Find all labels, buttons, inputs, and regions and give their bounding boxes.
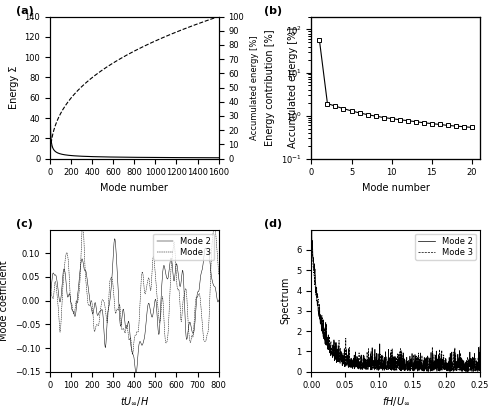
Mode 3 — [205, 330, 211, 335]
Line: Mode 2: Mode 2 — [312, 230, 480, 372]
Mode 2 — [308, 232, 314, 237]
Mode 3 — [416, 364, 422, 369]
Mode 2 — [47, 297, 53, 302]
Mode 3 — [77, 274, 83, 279]
Y-axis label: Energy Σ: Energy Σ — [9, 66, 19, 109]
Y-axis label: Energy contribution [%]: Energy contribution [%] — [266, 29, 276, 146]
Mode 2 — [50, 271, 56, 275]
Mode 2 — [216, 298, 222, 303]
Mode 3 — [308, 243, 314, 248]
Mode 2 — [477, 344, 483, 349]
Mode 3 — [406, 368, 412, 373]
Legend: Mode 2, Mode 3: Mode 2, Mode 3 — [154, 234, 214, 260]
Mode 2 — [406, 367, 412, 372]
Mode 2 — [462, 369, 468, 374]
Mode 3 — [410, 365, 416, 370]
Text: (a): (a) — [16, 6, 34, 16]
Y-axis label: Mode coefficient: Mode coefficient — [0, 260, 10, 341]
Line: Mode 3: Mode 3 — [50, 225, 218, 354]
Mode 2 — [436, 360, 442, 365]
Mode 2 — [205, 249, 211, 254]
Mode 2 — [454, 362, 460, 367]
Mode 3 — [80, 222, 86, 227]
Mode 3 — [318, 314, 324, 319]
Mode 2 — [134, 371, 140, 376]
Y-axis label: Accumulated energy [%]: Accumulated energy [%] — [250, 35, 258, 140]
Mode 2 — [164, 274, 170, 279]
Y-axis label: Spectrum: Spectrum — [280, 277, 290, 324]
Mode 3 — [216, 273, 222, 278]
Mode 3 — [124, 323, 130, 328]
Y-axis label: Accumulated energy [%]: Accumulated energy [%] — [288, 27, 298, 148]
Text: (b): (b) — [264, 6, 282, 16]
X-axis label: $tU_\infty/H$: $tU_\infty/H$ — [120, 396, 149, 408]
Mode 3 — [454, 368, 460, 373]
Mode 2 — [309, 227, 315, 232]
Mode 2 — [411, 361, 417, 366]
Mode 2 — [133, 373, 139, 378]
Mode 2 — [416, 368, 422, 373]
Mode 3 — [164, 340, 170, 345]
Line: Mode 3: Mode 3 — [312, 245, 480, 371]
Mode 2 — [319, 318, 325, 323]
Mode 3 — [477, 368, 483, 373]
Mode 2 — [77, 266, 83, 271]
Mode 3 — [50, 296, 56, 301]
Mode 3 — [475, 369, 481, 374]
Text: (d): (d) — [264, 219, 282, 229]
Mode 3 — [436, 366, 442, 370]
Mode 3 — [47, 274, 53, 279]
X-axis label: Mode number: Mode number — [100, 183, 168, 193]
Mode 3 — [130, 352, 136, 357]
Mode 2 — [112, 236, 118, 241]
Mode 2 — [124, 326, 130, 331]
Legend: Mode 2, Mode 3: Mode 2, Mode 3 — [415, 234, 476, 260]
Text: (c): (c) — [16, 219, 33, 229]
X-axis label: $fH/U_\infty$: $fH/U_\infty$ — [382, 396, 410, 408]
X-axis label: Mode number: Mode number — [362, 183, 430, 193]
Line: Mode 2: Mode 2 — [50, 239, 218, 375]
Mode 3 — [134, 331, 140, 336]
